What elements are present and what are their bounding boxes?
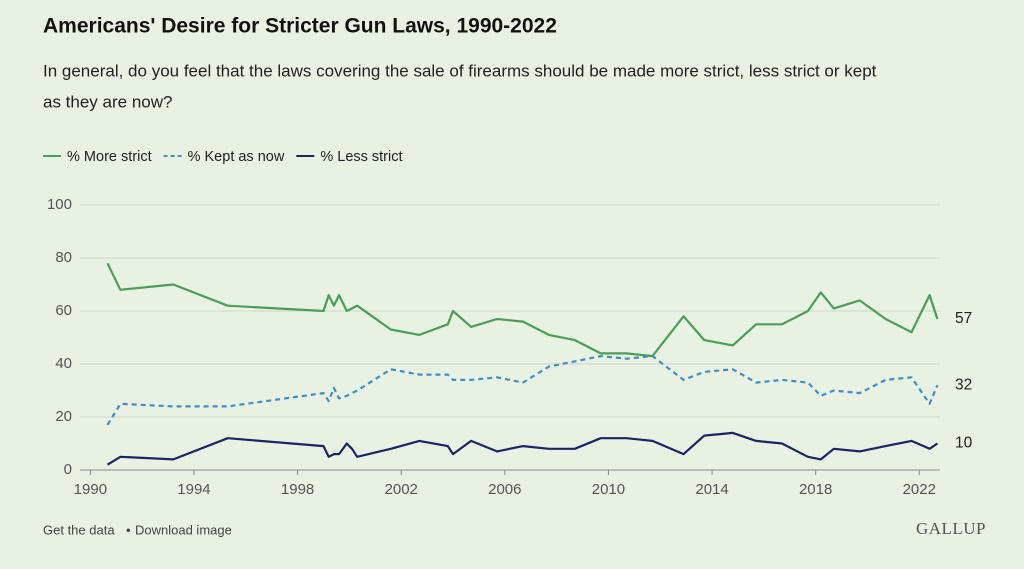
series-line (106, 355, 939, 426)
separator: • (126, 522, 131, 537)
end-label: 32 (955, 376, 972, 393)
get-data-link[interactable]: Get the data (43, 522, 115, 537)
y-tick-label: 80 (55, 249, 72, 266)
y-tick-label: 100 (47, 196, 72, 213)
subtitle: as they are now? (43, 92, 172, 111)
subtitle: In general, do you feel that the laws co… (43, 61, 877, 80)
x-tick-label: 1994 (177, 481, 210, 498)
legend-label: % Less strict (320, 149, 402, 165)
y-tick-label: 20 (55, 408, 72, 425)
brand-logo: GALLUP (916, 519, 986, 538)
x-tick-label: 1990 (74, 481, 107, 498)
x-tick-label: 2006 (488, 481, 521, 498)
end-label: 57 (955, 310, 972, 327)
x-tick-label: 2010 (592, 481, 625, 498)
y-tick-label: 0 (64, 461, 72, 478)
series-line (106, 262, 939, 358)
x-tick-label: 2014 (695, 481, 728, 498)
x-tick-label: 2022 (903, 481, 936, 498)
y-tick-label: 40 (55, 355, 72, 372)
x-tick-label: 1998 (281, 481, 314, 498)
series-line (106, 431, 939, 466)
x-tick-label: 2018 (799, 481, 832, 498)
chart-title: Americans' Desire for Stricter Gun Laws,… (43, 15, 557, 38)
y-tick-label: 60 (55, 302, 72, 319)
end-label: 10 (955, 435, 973, 452)
download-link[interactable]: Download image (135, 522, 232, 537)
legend-label: % Kept as now (188, 149, 285, 165)
x-tick-label: 2002 (385, 481, 418, 498)
legend-label: % More strict (67, 149, 152, 165)
